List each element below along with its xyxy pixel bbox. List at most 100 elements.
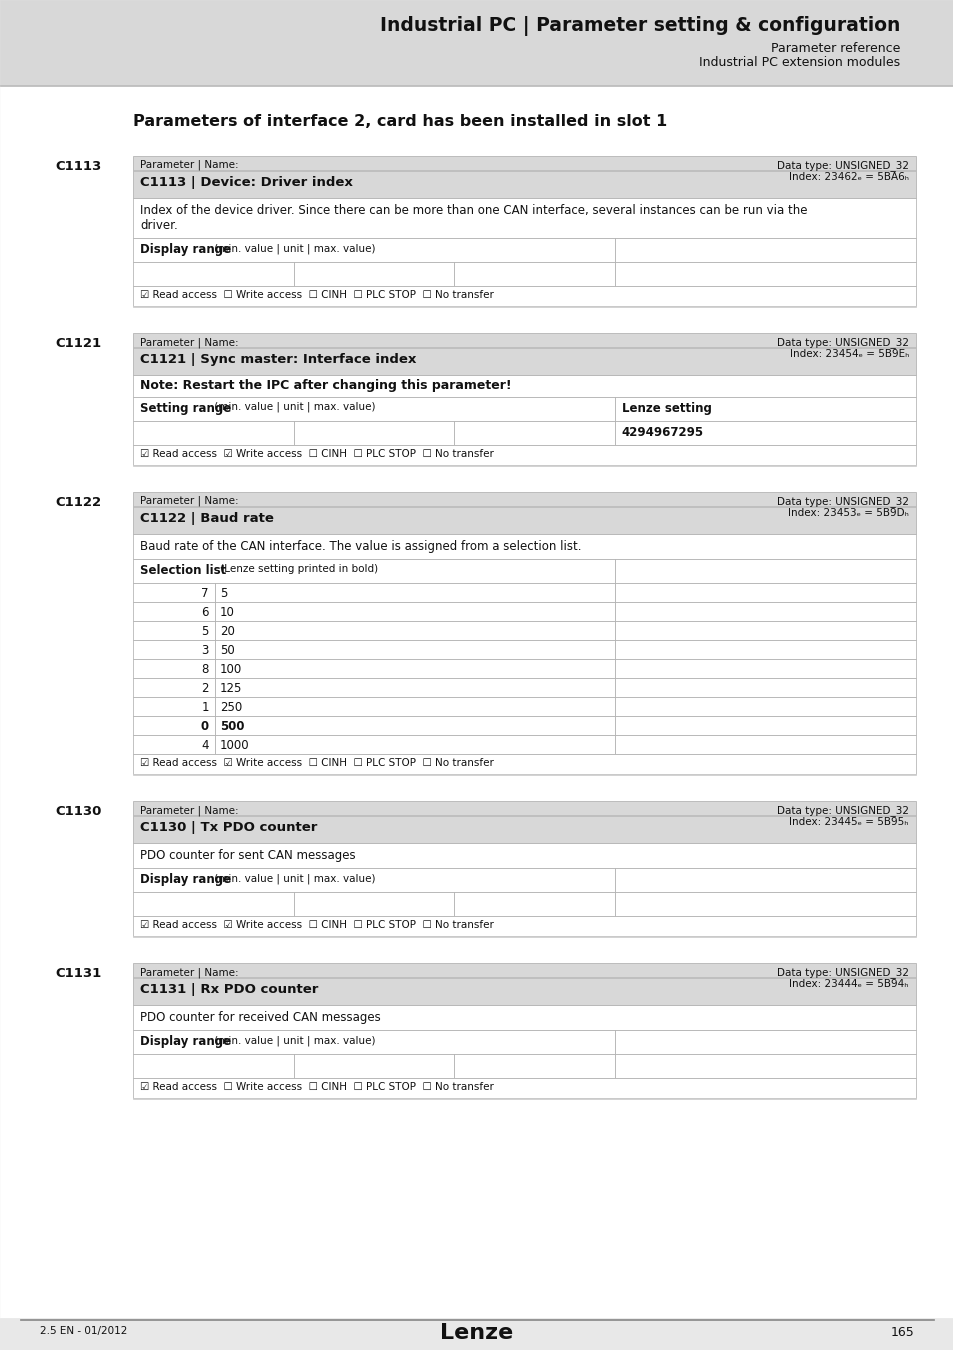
Bar <box>214 640 614 659</box>
Bar <box>614 238 915 262</box>
Text: C1121: C1121 <box>55 338 101 350</box>
Text: 5: 5 <box>219 587 227 599</box>
Bar <box>132 559 614 583</box>
Text: Display range: Display range <box>140 1035 231 1048</box>
Text: ☑ Read access  ☑ Write access  ☐ CINH  ☐ PLC STOP  ☐ No transfer: ☑ Read access ☑ Write access ☐ CINH ☐ PL… <box>140 919 494 930</box>
Text: 50: 50 <box>219 644 234 657</box>
Bar <box>614 1054 915 1079</box>
Bar <box>132 917 915 936</box>
Text: C1131: C1131 <box>55 967 101 980</box>
Text: 6: 6 <box>201 606 209 620</box>
Bar <box>614 602 915 621</box>
Text: 1000: 1000 <box>219 738 250 752</box>
Text: (min. value | unit | max. value): (min. value | unit | max. value) <box>212 1035 375 1045</box>
Bar <box>294 262 454 286</box>
Text: Data type: UNSIGNED_32: Data type: UNSIGNED_32 <box>776 495 908 506</box>
Text: 1: 1 <box>201 701 209 714</box>
Bar <box>214 583 614 602</box>
Text: Lenze: Lenze <box>440 1323 513 1343</box>
Text: Baud rate of the CAN interface. The value is assigned from a selection list.: Baud rate of the CAN interface. The valu… <box>140 540 581 553</box>
Bar <box>614 1030 915 1054</box>
Bar <box>614 716 915 734</box>
Bar <box>132 198 915 238</box>
Bar <box>614 421 915 446</box>
Bar <box>294 1054 454 1079</box>
Bar <box>132 333 915 375</box>
Text: 4: 4 <box>201 738 209 752</box>
Text: 0: 0 <box>200 720 209 733</box>
Bar <box>132 491 915 535</box>
Bar <box>132 1030 614 1054</box>
Text: C1130: C1130 <box>55 805 101 818</box>
Bar <box>132 286 915 306</box>
Text: Index of the device driver. Since there can be more than one CAN interface, seve: Index of the device driver. Since there … <box>140 204 806 217</box>
Bar <box>132 640 214 659</box>
Bar <box>614 892 915 917</box>
Text: Parameter | Name:: Parameter | Name: <box>140 967 238 977</box>
Text: (Lenze setting printed in bold): (Lenze setting printed in bold) <box>216 564 377 574</box>
Bar <box>614 640 915 659</box>
Text: (min. value | unit | max. value): (min. value | unit | max. value) <box>212 873 375 883</box>
Bar <box>132 678 214 697</box>
Bar <box>214 678 614 697</box>
Text: 8: 8 <box>201 663 209 676</box>
Text: driver.: driver. <box>140 219 177 232</box>
Text: Data type: UNSIGNED_32: Data type: UNSIGNED_32 <box>776 338 908 348</box>
Text: C1130 | Tx PDO counter: C1130 | Tx PDO counter <box>140 821 317 834</box>
Bar <box>132 535 915 559</box>
Bar <box>132 842 915 868</box>
Text: Lenze setting: Lenze setting <box>621 402 711 414</box>
Bar <box>614 868 915 892</box>
Bar <box>132 1054 294 1079</box>
Text: Parameter | Name:: Parameter | Name: <box>140 338 238 347</box>
Bar <box>614 583 915 602</box>
Text: 125: 125 <box>219 682 242 695</box>
Bar <box>132 734 214 755</box>
Bar <box>614 697 915 716</box>
Text: C1122 | Baud rate: C1122 | Baud rate <box>140 512 274 525</box>
Text: 165: 165 <box>889 1326 913 1339</box>
Text: (min. value | unit | max. value): (min. value | unit | max. value) <box>212 402 375 413</box>
Text: Selection list: Selection list <box>140 564 226 576</box>
Bar <box>132 1004 915 1030</box>
Bar <box>132 583 214 602</box>
Text: ☑ Read access  ☐ Write access  ☐ CINH  ☐ PLC STOP  ☐ No transfer: ☑ Read access ☐ Write access ☐ CINH ☐ PL… <box>140 290 494 300</box>
Bar <box>214 659 614 678</box>
Bar <box>132 262 294 286</box>
Text: 4294967295: 4294967295 <box>621 427 703 439</box>
Bar <box>132 238 614 262</box>
Text: C1113 | Device: Driver index: C1113 | Device: Driver index <box>140 176 353 189</box>
Text: C1121 | Sync master: Interface index: C1121 | Sync master: Interface index <box>140 352 416 366</box>
Bar <box>132 375 915 397</box>
Bar <box>454 262 614 286</box>
Text: Data type: UNSIGNED_32: Data type: UNSIGNED_32 <box>776 161 908 171</box>
Text: PDO counter for sent CAN messages: PDO counter for sent CAN messages <box>140 849 355 863</box>
Bar <box>214 602 614 621</box>
Bar <box>132 421 294 446</box>
Text: 100: 100 <box>219 663 242 676</box>
Text: C1131 | Rx PDO counter: C1131 | Rx PDO counter <box>140 983 318 996</box>
Bar <box>132 446 915 464</box>
Bar <box>132 716 214 734</box>
Text: Note: Restart the IPC after changing this parameter!: Note: Restart the IPC after changing thi… <box>140 379 511 391</box>
Text: 20: 20 <box>219 625 234 639</box>
Bar <box>214 734 614 755</box>
Bar <box>614 262 915 286</box>
Text: (min. value | unit | max. value): (min. value | unit | max. value) <box>212 243 375 254</box>
Bar <box>132 697 214 716</box>
Bar <box>132 602 214 621</box>
Bar <box>132 755 915 774</box>
Text: Index: 23445ₑ = 5B95ₕ: Index: 23445ₑ = 5B95ₕ <box>789 817 908 828</box>
Bar <box>132 963 915 1004</box>
Bar <box>214 716 614 734</box>
Bar <box>614 397 915 421</box>
Text: 250: 250 <box>219 701 242 714</box>
Text: Industrial PC | Parameter setting & configuration: Industrial PC | Parameter setting & conf… <box>379 16 899 36</box>
Text: Parameter | Name:: Parameter | Name: <box>140 161 238 170</box>
Text: 5: 5 <box>201 625 209 639</box>
Bar <box>614 659 915 678</box>
Bar <box>614 734 915 755</box>
Bar <box>214 697 614 716</box>
Text: 500: 500 <box>219 720 244 733</box>
Text: C1113: C1113 <box>55 161 101 173</box>
